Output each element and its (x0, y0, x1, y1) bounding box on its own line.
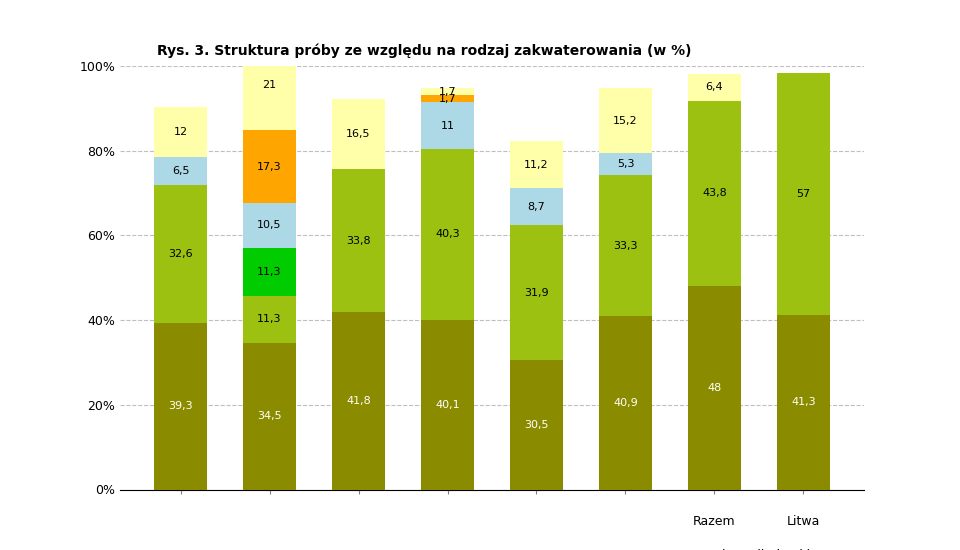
Bar (154, 185, 207, 323)
Text: Razem: Razem (693, 515, 735, 528)
Text: 12: 12 (174, 127, 187, 137)
Bar (599, 153, 652, 175)
Bar (510, 226, 564, 360)
Text: 57: 57 (797, 189, 810, 199)
Bar (243, 248, 297, 295)
Text: 5,3: 5,3 (616, 159, 635, 169)
Bar (599, 175, 652, 316)
Text: 41,3: 41,3 (791, 397, 816, 407)
Bar (599, 89, 652, 153)
Text: 8,7: 8,7 (528, 202, 545, 212)
Bar (243, 130, 297, 203)
Text: 11,2: 11,2 (524, 160, 549, 170)
Bar (420, 149, 474, 320)
Bar (243, 41, 297, 130)
Text: 31,9: 31,9 (524, 288, 549, 298)
Text: 15,2: 15,2 (613, 116, 637, 125)
Bar (510, 141, 564, 189)
Text: 11,3: 11,3 (257, 315, 282, 324)
Text: 10,5: 10,5 (257, 221, 282, 230)
Text: 6,5: 6,5 (172, 166, 189, 176)
Text: 40,9: 40,9 (613, 398, 637, 408)
Bar (332, 169, 385, 312)
Text: 1,7: 1,7 (439, 86, 456, 97)
Bar (243, 203, 297, 248)
Text: 43,8: 43,8 (702, 189, 727, 199)
Text: 39,3: 39,3 (168, 402, 193, 411)
Bar (687, 286, 741, 490)
Text: 32,6: 32,6 (168, 249, 193, 259)
Bar (243, 343, 297, 490)
Bar (510, 360, 564, 490)
Text: 11,3: 11,3 (257, 267, 282, 277)
Text: 33,8: 33,8 (347, 236, 371, 246)
Text: Kraje nadbałtyckie: Kraje nadbałtyckie (701, 549, 817, 550)
Bar (420, 95, 474, 102)
Text: 48: 48 (708, 383, 722, 393)
Text: 21: 21 (262, 80, 276, 91)
Text: 17,3: 17,3 (257, 162, 282, 172)
Bar (332, 100, 385, 169)
Text: 1,7: 1,7 (439, 94, 456, 104)
Bar (420, 102, 474, 149)
Bar (332, 312, 385, 490)
Bar (687, 101, 741, 286)
Bar (687, 74, 741, 101)
Bar (599, 316, 652, 490)
Bar (243, 295, 297, 343)
Bar (777, 73, 830, 315)
Text: 6,4: 6,4 (706, 82, 723, 92)
Bar (154, 157, 207, 185)
Text: 34,5: 34,5 (257, 411, 282, 421)
Text: 30,5: 30,5 (524, 420, 549, 430)
Text: Litwa: Litwa (787, 515, 820, 528)
Text: 11: 11 (441, 120, 454, 131)
Bar (420, 88, 474, 95)
Text: 40,3: 40,3 (435, 229, 460, 239)
Bar (510, 189, 564, 225)
Bar (154, 323, 207, 490)
Text: 33,3: 33,3 (613, 241, 637, 251)
Text: Rys. 3. Struktura próby ze względu na rodzaj zakwaterowania (w %): Rys. 3. Struktura próby ze względu na ro… (157, 43, 692, 58)
Text: 40,1: 40,1 (435, 400, 460, 410)
Bar (154, 107, 207, 157)
Bar (777, 315, 830, 490)
Bar (420, 320, 474, 490)
Text: 16,5: 16,5 (347, 129, 371, 139)
Text: 41,8: 41,8 (347, 396, 371, 406)
